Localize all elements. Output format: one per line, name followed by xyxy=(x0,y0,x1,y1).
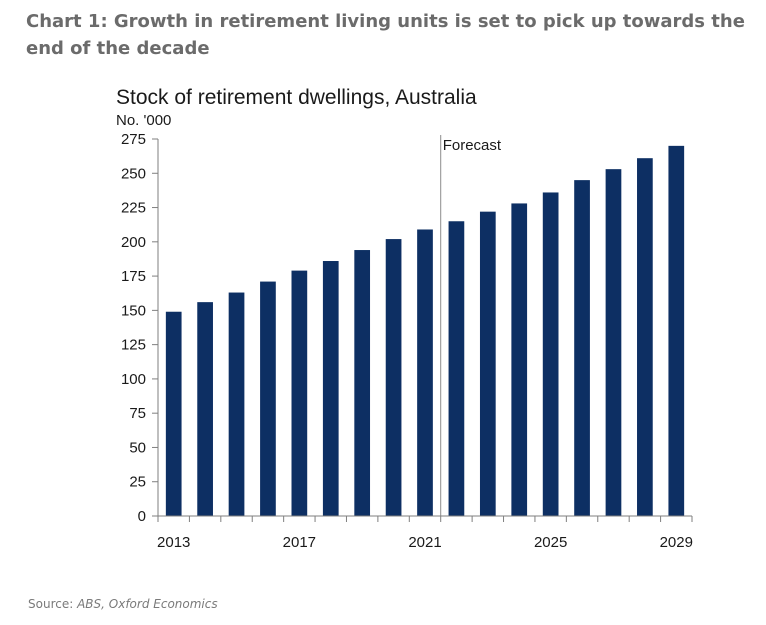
y-tick-label: 150 xyxy=(121,302,146,319)
y-tick-label: 225 xyxy=(121,200,146,217)
x-axis-ticks: 2013 2017 2021 2025 2029 xyxy=(157,516,693,551)
source-note: Source: ABS, Oxford Economics xyxy=(28,597,218,611)
bar-2013 xyxy=(165,311,182,516)
y-tick-label: 200 xyxy=(121,234,146,251)
x-tick-label: 2013 xyxy=(157,534,190,551)
y-tick-label: 25 xyxy=(129,474,146,491)
x-tick-label: 2021 xyxy=(408,534,441,551)
y-axis-ticks: 0 25 50 75 100 125 150 175 200 225 250 275 xyxy=(121,131,158,525)
chart-headline: Chart 1: Growth in retirement living uni… xyxy=(26,11,745,59)
y-tick-label: 50 xyxy=(129,439,146,456)
bar-2022 xyxy=(448,221,465,516)
bar-2020 xyxy=(385,239,402,517)
bar-2029 xyxy=(668,145,685,516)
y-tick-label: 175 xyxy=(121,268,146,285)
y-tick-label: 125 xyxy=(121,337,146,354)
bar-2024 xyxy=(511,203,528,516)
bar-2014 xyxy=(197,302,213,516)
source-label: Source: xyxy=(28,597,74,611)
y-tick-label: 250 xyxy=(121,165,146,182)
bar-2028 xyxy=(637,158,653,516)
bar-2019 xyxy=(354,250,371,516)
bar-2023 xyxy=(479,211,496,516)
bar-2016 xyxy=(260,281,276,516)
y-tick-label: 275 xyxy=(121,131,146,148)
forecast-label: Forecast xyxy=(443,137,502,154)
bar-2018 xyxy=(322,261,339,516)
bar-2025 xyxy=(542,192,559,516)
source-text: ABS, Oxford Economics xyxy=(77,597,218,611)
bar-2021 xyxy=(417,229,433,517)
bars xyxy=(165,145,685,517)
y-axis-unit-label: No. '000 xyxy=(116,112,171,129)
x-tick-label: 2029 xyxy=(660,534,693,551)
bar-2017 xyxy=(291,270,308,516)
y-tick-label: 75 xyxy=(129,405,146,422)
x-tick-label: 2025 xyxy=(534,534,567,551)
bar-2015 xyxy=(228,292,245,516)
bar-2026 xyxy=(574,180,590,517)
y-tick-label: 100 xyxy=(121,371,146,388)
chart-title: Stock of retirement dwellings, Australia xyxy=(116,86,477,109)
x-tick-label: 2017 xyxy=(283,534,316,551)
y-tick-label: 0 xyxy=(138,508,146,525)
bar-2027 xyxy=(605,169,622,516)
